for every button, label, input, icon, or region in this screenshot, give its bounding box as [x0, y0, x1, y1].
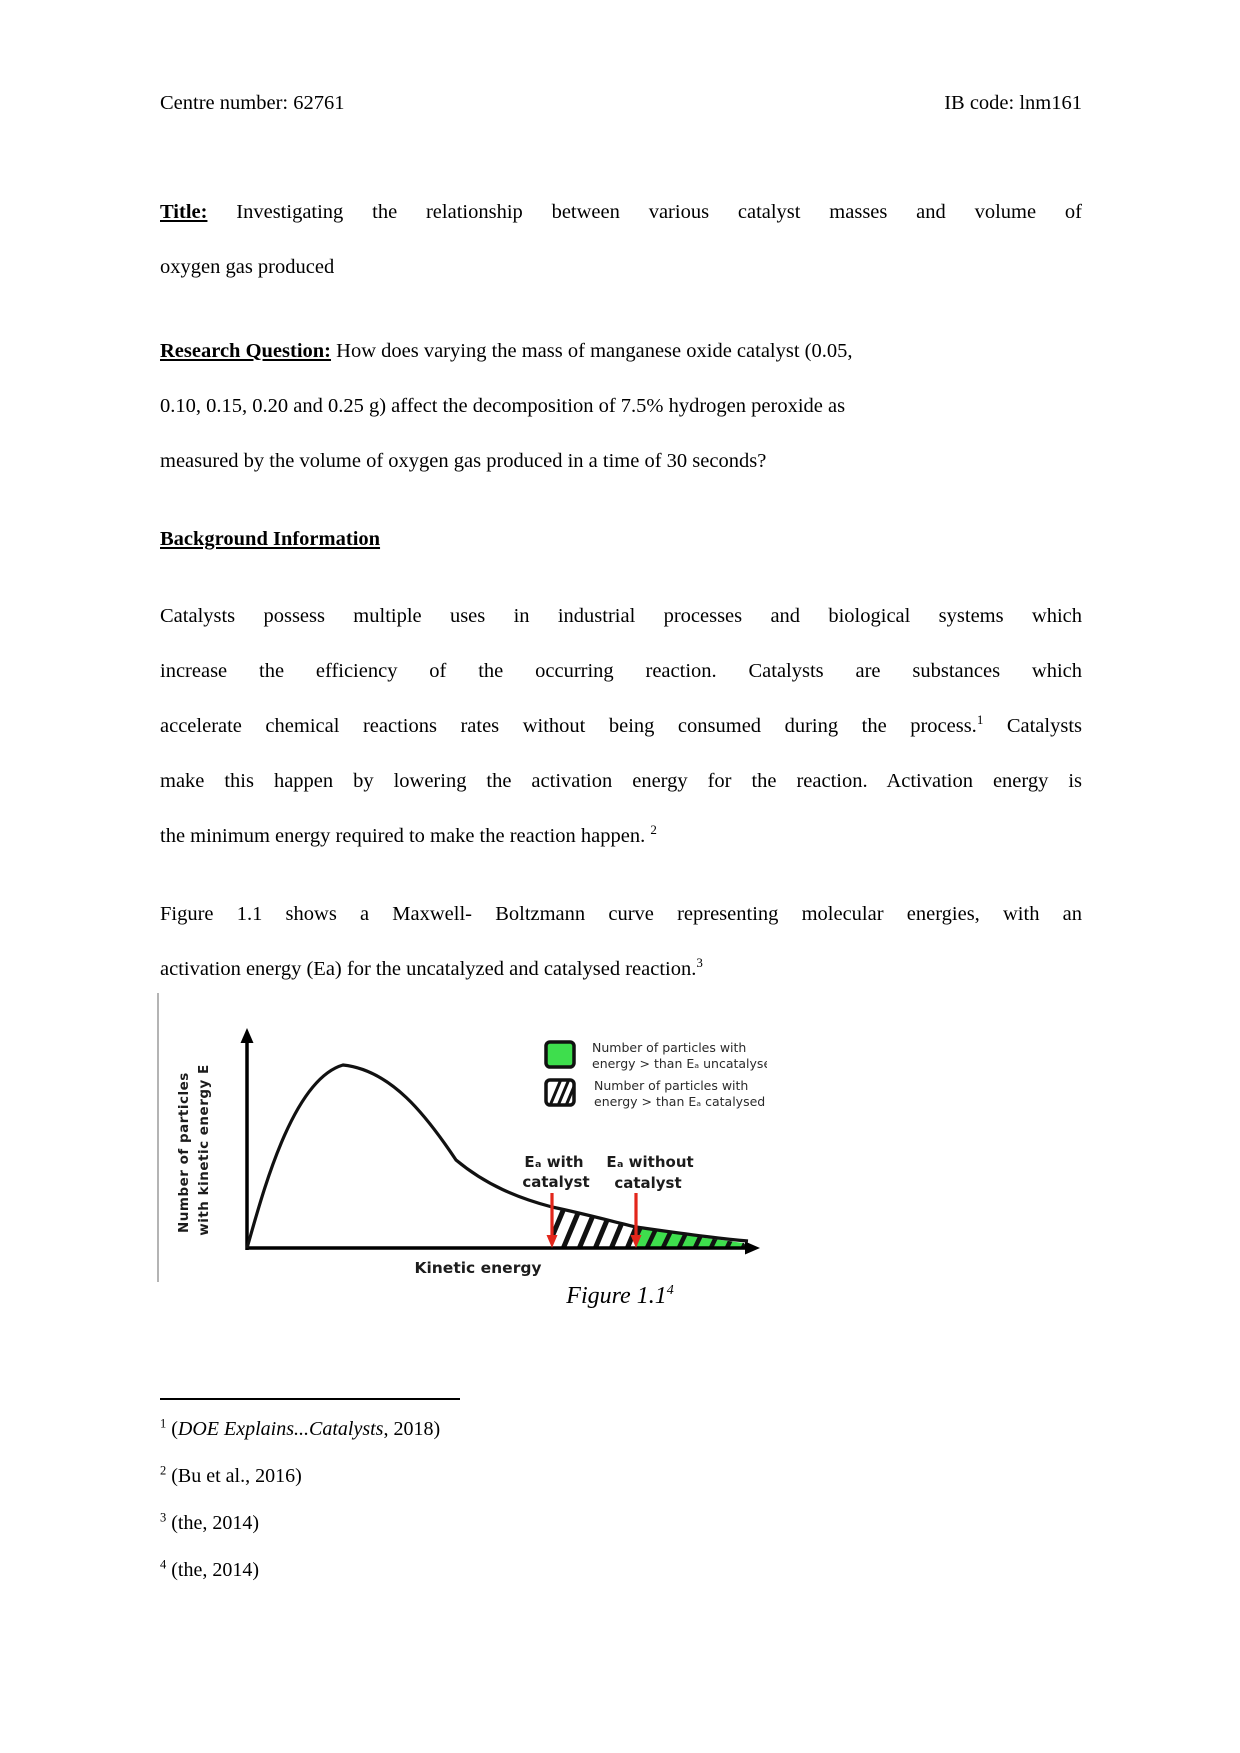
- legend-swatch-uncatalysed: [544, 1040, 576, 1069]
- figure-caption: Figure 1.14: [566, 1283, 674, 1309]
- section-heading: Background Information: [160, 528, 381, 550]
- title-text: Investigating the relationship between v…: [207, 201, 1082, 223]
- legend-swatch-hatch: [547, 1080, 574, 1105]
- footnote-ref-2: 2: [650, 822, 657, 838]
- ea-with-arrowhead: [546, 1235, 558, 1248]
- title-text-cont: oxygen gas produced: [160, 256, 335, 278]
- text-line: make this happen by lowering the activat…: [160, 770, 1082, 792]
- footnote-separator: [160, 1398, 460, 1400]
- ib-code: IB code: lnm161: [944, 92, 1082, 114]
- research-question-text: How does varying the mass of manganese o…: [331, 340, 853, 362]
- legend-label-catalysed-line2: energy > than Eₐ catalysed: [594, 1094, 765, 1109]
- ea-with-catalyst-label-line1: Eₐ with: [524, 1153, 583, 1171]
- title-block: Title: Investigating the relationship be…: [160, 185, 1082, 295]
- figure-left-border: [157, 993, 159, 1282]
- footnote-4: 4 (the, 2014): [160, 1557, 260, 1581]
- figure-1-1: Number of particles with energy > than E…: [155, 990, 779, 1290]
- text-line: increase the efficiency of the occurring…: [160, 660, 1082, 682]
- text-line: activation energy (Ea) for the uncatalyz…: [160, 955, 703, 980]
- y-axis-arrowhead: [240, 1028, 254, 1043]
- footnote-ref-1: 1: [976, 712, 984, 728]
- x-axis-label: Kinetic energy: [414, 1259, 541, 1277]
- hatched-area-catalysed: [552, 1208, 636, 1248]
- research-question-label: Research Question:: [160, 340, 332, 362]
- legend-label-catalysed-line1: Number of particles with: [594, 1078, 748, 1093]
- y-axis-label: Number of particles with kinetic energy …: [176, 1064, 212, 1236]
- text-line: Research Question: How does varying the …: [160, 324, 1082, 379]
- legend-label-uncatalysed-line2: energy > than Eₐ uncatalysed: [592, 1056, 767, 1071]
- footnote-1: 1 (DOE Explains...Catalysts, 2018): [160, 1416, 441, 1440]
- background-paragraph-2: Figure 1.1 shows a Maxwell- Boltzmann cu…: [160, 887, 1082, 997]
- text-line: Title: Investigating the relationship be…: [160, 185, 1082, 240]
- text-line: Catalysts possess multiple uses in indus…: [160, 605, 1082, 627]
- page-header: Centre number: 62761 IB code: lnm161: [160, 92, 1082, 115]
- title-label: Title:: [160, 201, 208, 223]
- ea-without-catalyst-label-line2: catalyst: [614, 1174, 681, 1192]
- caption-footnote-ref-4: 4: [666, 1283, 674, 1298]
- footnote-3: 3 (the, 2014): [160, 1510, 260, 1534]
- maxwell-boltzmann-chart: Number of particles with energy > than E…: [176, 1028, 779, 1277]
- ea-without-catalyst-label-line1: Eₐ without: [606, 1153, 693, 1171]
- background-paragraph-1: Catalysts possess multiple uses in indus…: [160, 589, 1082, 864]
- text-line: 0.10, 0.15, 0.20 and 0.25 g) affect the …: [160, 395, 846, 417]
- footnote-2: 2 (Bu et al., 2016): [160, 1463, 302, 1487]
- ea-arrows: [546, 1193, 642, 1248]
- centre-number: Centre number: 62761: [160, 92, 345, 114]
- x-axis-arrowhead: [745, 1241, 760, 1255]
- text-line: measured by the volume of oxygen gas pro…: [160, 450, 767, 472]
- footnote-ref-3: 3: [696, 955, 703, 971]
- ea-with-catalyst-label-line2: catalyst: [522, 1173, 589, 1191]
- text-line: accelerate chemical reactions rates with…: [160, 712, 1083, 737]
- legend-label-uncatalysed-line1: Number of particles with: [592, 1040, 746, 1055]
- background-heading-block: Background Information: [160, 512, 1082, 567]
- footnotes: 1 (DOE Explains...Catalysts, 2018) 2 (Bu…: [160, 1406, 860, 1594]
- text-line: Figure 1.1 shows a Maxwell- Boltzmann cu…: [160, 903, 1082, 925]
- boltzmann-curve: [245, 1063, 749, 1249]
- ea-without-arrowhead: [630, 1235, 642, 1248]
- research-question-block: Research Question: How does varying the …: [160, 324, 1082, 489]
- text-line: the minimum energy required to make the …: [160, 822, 657, 847]
- text-line: oxygen gas produced: [160, 240, 1082, 295]
